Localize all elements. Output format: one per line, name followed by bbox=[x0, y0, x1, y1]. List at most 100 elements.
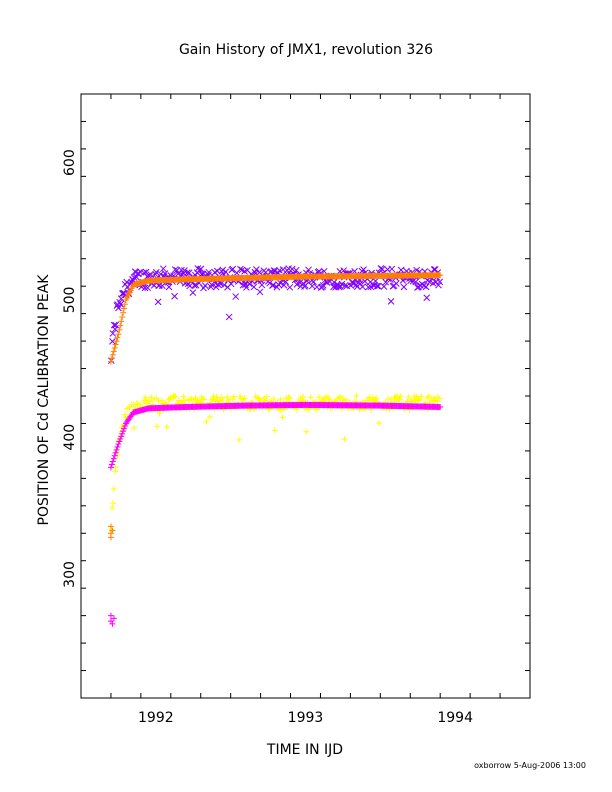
data-point bbox=[256, 396, 263, 403]
data-point bbox=[243, 284, 250, 291]
data-point bbox=[205, 268, 213, 276]
data-point bbox=[388, 396, 395, 403]
data-point bbox=[112, 468, 119, 475]
data-point bbox=[191, 281, 198, 289]
data-point bbox=[116, 326, 123, 333]
data-point bbox=[373, 395, 380, 402]
data-point bbox=[109, 458, 116, 465]
data-point bbox=[107, 534, 114, 541]
y-tick-label: 600 bbox=[62, 149, 78, 176]
data-point bbox=[152, 268, 160, 276]
data-point bbox=[114, 443, 121, 450]
data-point bbox=[158, 397, 165, 404]
data-point bbox=[133, 400, 140, 407]
data-point bbox=[434, 394, 441, 401]
footer-credit: oxborrow 5-Aug-2006 13:00 bbox=[474, 761, 586, 770]
data-point bbox=[431, 397, 438, 404]
data-point bbox=[319, 282, 327, 289]
data-point bbox=[108, 355, 115, 362]
x-tick-label: 1992 bbox=[138, 710, 174, 726]
data-point bbox=[396, 396, 403, 403]
data-point bbox=[115, 304, 122, 312]
data-point bbox=[286, 283, 294, 291]
data-point bbox=[303, 428, 310, 435]
data-point bbox=[181, 397, 188, 404]
data-point bbox=[118, 318, 125, 325]
data-point bbox=[110, 615, 117, 622]
data-point bbox=[201, 282, 209, 289]
data-point bbox=[400, 283, 408, 291]
data-point bbox=[115, 441, 122, 448]
data-point bbox=[107, 358, 114, 365]
data-point bbox=[316, 393, 323, 400]
data-point bbox=[286, 395, 293, 402]
data-point bbox=[236, 436, 243, 443]
data-point bbox=[117, 322, 124, 329]
data-point bbox=[245, 280, 253, 287]
data-point bbox=[307, 394, 314, 401]
data-point bbox=[237, 265, 244, 273]
data-point bbox=[119, 430, 126, 437]
data-point bbox=[171, 266, 179, 273]
chart-title: Gain History of JMX1, revolution 326 bbox=[179, 42, 433, 58]
data-point bbox=[382, 278, 390, 286]
data-point bbox=[109, 338, 116, 345]
data-point bbox=[120, 309, 127, 316]
data-point bbox=[387, 298, 395, 305]
data-point bbox=[279, 414, 286, 421]
data-point bbox=[107, 523, 114, 530]
y-tick-label: 400 bbox=[62, 424, 78, 451]
data-point bbox=[373, 282, 381, 290]
axis-ticks bbox=[80, 93, 531, 699]
data-point bbox=[292, 266, 300, 274]
data-point bbox=[203, 418, 210, 425]
data-point bbox=[277, 396, 284, 403]
data-point bbox=[310, 278, 317, 286]
data-point bbox=[405, 393, 412, 400]
data-point bbox=[117, 295, 125, 302]
data-point bbox=[207, 413, 214, 420]
data-point bbox=[154, 298, 162, 306]
x-tick-labels: 1992 1993 1994 bbox=[138, 710, 473, 726]
data-point bbox=[430, 394, 437, 401]
data-point bbox=[120, 428, 127, 435]
data-point bbox=[110, 485, 117, 492]
data-point bbox=[107, 464, 114, 471]
data-point bbox=[356, 280, 364, 287]
data-point bbox=[116, 438, 123, 445]
data-point bbox=[121, 305, 128, 312]
data-point bbox=[375, 419, 382, 426]
data-point bbox=[305, 266, 312, 274]
data-point bbox=[341, 282, 349, 289]
data-point bbox=[180, 393, 187, 400]
data-point bbox=[107, 612, 114, 619]
data-point bbox=[113, 338, 120, 345]
data-point bbox=[343, 396, 350, 403]
data-point bbox=[397, 393, 404, 400]
data-point bbox=[365, 283, 372, 291]
data-point bbox=[413, 393, 420, 400]
data-point bbox=[110, 455, 117, 462]
data-point bbox=[117, 435, 124, 442]
data-point bbox=[121, 301, 128, 308]
data-point bbox=[219, 396, 226, 403]
data-point bbox=[109, 330, 117, 337]
data-point bbox=[110, 348, 117, 355]
data-point bbox=[298, 396, 305, 403]
data-point bbox=[263, 393, 270, 400]
data-point bbox=[110, 500, 117, 507]
data-point bbox=[113, 446, 120, 453]
data-point bbox=[423, 294, 431, 302]
data-point bbox=[109, 527, 116, 534]
data-point bbox=[189, 289, 197, 296]
data-point bbox=[293, 281, 301, 288]
data-point bbox=[412, 278, 420, 286]
data-point bbox=[108, 526, 115, 533]
data-point bbox=[154, 423, 161, 430]
data-point bbox=[340, 267, 348, 274]
data-point bbox=[117, 300, 124, 308]
data-point bbox=[436, 395, 443, 402]
data-point bbox=[241, 395, 248, 402]
data-point bbox=[184, 269, 191, 277]
data-point bbox=[411, 393, 418, 400]
